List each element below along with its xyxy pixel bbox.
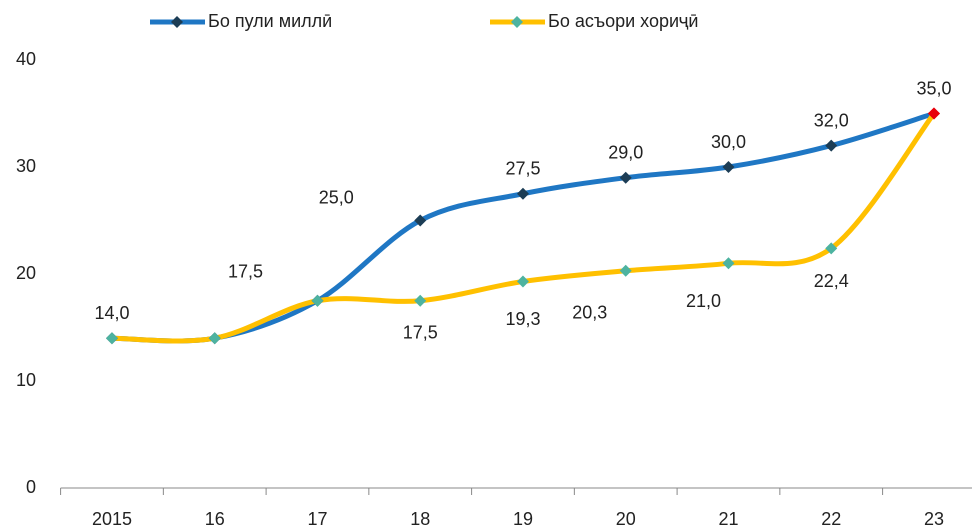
data-label: 32,0 [814,110,849,130]
marker [414,214,427,227]
data-label: 21,0 [686,291,721,311]
marker [825,242,838,255]
data-label: 14,0 [94,303,129,323]
data-label: 17,5 [228,262,263,282]
data-label: 27,5 [505,159,540,179]
marker [825,139,838,152]
marker [311,294,324,307]
data-label: 19,3 [505,309,540,329]
legend-label: Бо асъори хориҷӣ [548,11,698,31]
data-label: 20,3 [572,303,607,323]
x-tick-label: 22 [821,509,841,529]
marker [619,264,632,277]
x-tick-label: 17 [307,509,327,529]
marker [105,332,118,345]
data-label: 30,0 [711,132,746,152]
marker [414,294,427,307]
y-tick-label: 40 [16,49,36,69]
marker [516,275,529,288]
data-label: 29,0 [608,142,643,162]
series-line [109,111,937,344]
series-line [109,111,937,344]
legend-marker [511,16,523,28]
marker [722,257,735,270]
x-tick-label: 21 [718,509,738,529]
data-label: 17,5 [403,323,438,343]
x-tick-label: 16 [205,509,225,529]
data-label: 25,0 [319,187,354,207]
y-tick-label: 30 [16,156,36,176]
y-tick-label: 0 [26,477,36,497]
marker [516,187,529,200]
y-tick-label: 10 [16,370,36,390]
x-tick-label: 2015 [92,509,132,529]
legend-marker [171,16,183,28]
x-tick-label: 18 [410,509,430,529]
marker [619,171,632,184]
marker [927,107,940,120]
x-tick-label: 19 [513,509,533,529]
y-tick-label: 20 [16,263,36,283]
marker [208,332,221,345]
legend-label: Бо пули миллӣ [208,11,332,31]
marker [722,161,735,173]
x-tick-label: 20 [616,509,636,529]
data-label: 35,0 [916,78,951,98]
x-tick-label: 23 [924,509,944,529]
data-label: 22,4 [814,271,849,291]
